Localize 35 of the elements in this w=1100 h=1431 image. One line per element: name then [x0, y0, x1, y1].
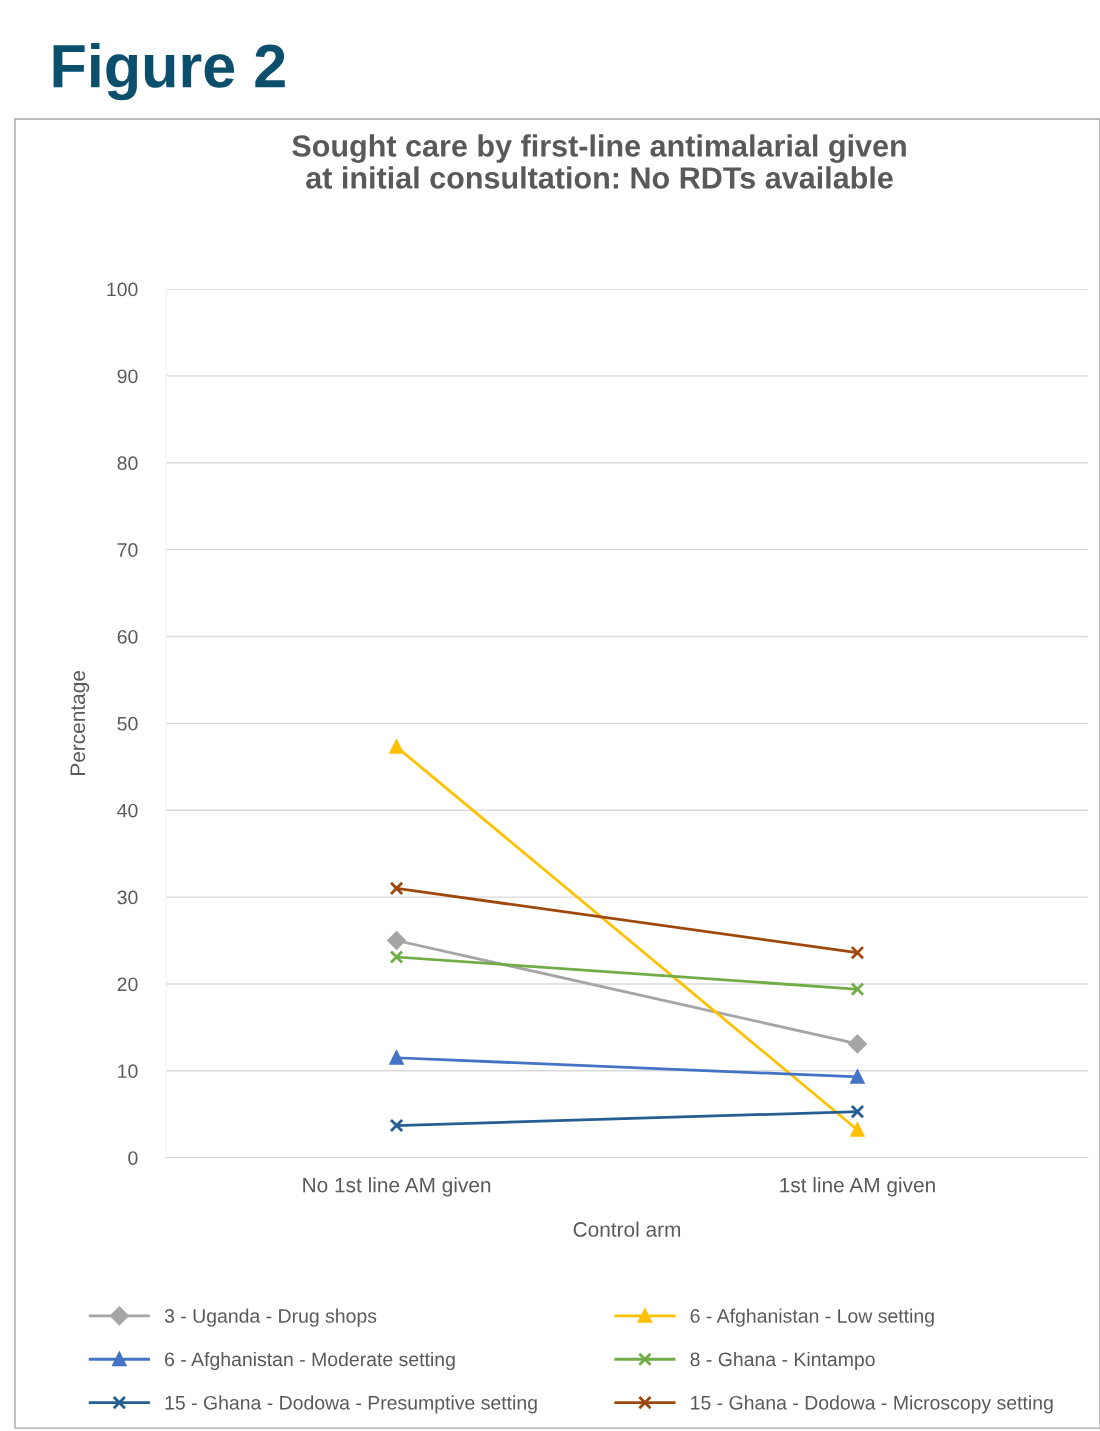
- point: [850, 982, 865, 997]
- caption: Figure 2: [53, 42, 285, 101]
- y-tick-label: 50: [117, 716, 138, 731]
- legend-label: 3 - Uganda - Drug shops: [164, 1308, 377, 1327]
- y-tick-label: 70: [117, 543, 138, 557]
- y-tick-label: 80: [117, 456, 138, 471]
- point: [850, 1122, 865, 1137]
- legend-label: 15 - Ghana - Dodowa - Microscopy setting: [691, 1395, 1053, 1414]
- y-tick-label: 40: [117, 803, 138, 818]
- x-tick-label: 1st line AM given: [780, 1177, 935, 1197]
- point: [389, 881, 404, 896]
- point: [848, 1034, 867, 1054]
- legend-label: 15 - Ghana - Dodowa - Presumptive setting: [165, 1395, 537, 1414]
- point: [387, 931, 406, 950]
- y-axis-title: Percentage: [70, 671, 90, 775]
- y-tick-label: 100: [107, 282, 138, 297]
- x-axis-title: Control arm: [573, 1221, 681, 1237]
- legend-label: 8 - Ghana - Kintampo: [690, 1351, 875, 1371]
- point: [850, 1069, 865, 1084]
- point: [850, 1104, 865, 1119]
- x-tick-label: No 1st line AM given: [303, 1177, 491, 1197]
- chart-title: Sought care by first-line antimalarial given at initial consultation: No RDTs available: [292, 134, 906, 189]
- y-tick-label: 30: [117, 890, 138, 905]
- point: [389, 739, 404, 754]
- y-tick-label: 0: [128, 1151, 138, 1165]
- point: [389, 950, 404, 964]
- legend-label: 6 - Afghanistan - Low setting: [690, 1308, 934, 1327]
- point: [850, 945, 865, 960]
- legend-label: 6 - Afghanistan - Moderate setting: [165, 1351, 455, 1371]
- y-tick-label: 60: [117, 629, 138, 644]
- y-tick-label: 10: [118, 1064, 138, 1079]
- point: [389, 1118, 404, 1133]
- point: [389, 1050, 404, 1065]
- y-tick-label: 90: [117, 369, 138, 384]
- y-tick-label: 20: [117, 977, 138, 992]
